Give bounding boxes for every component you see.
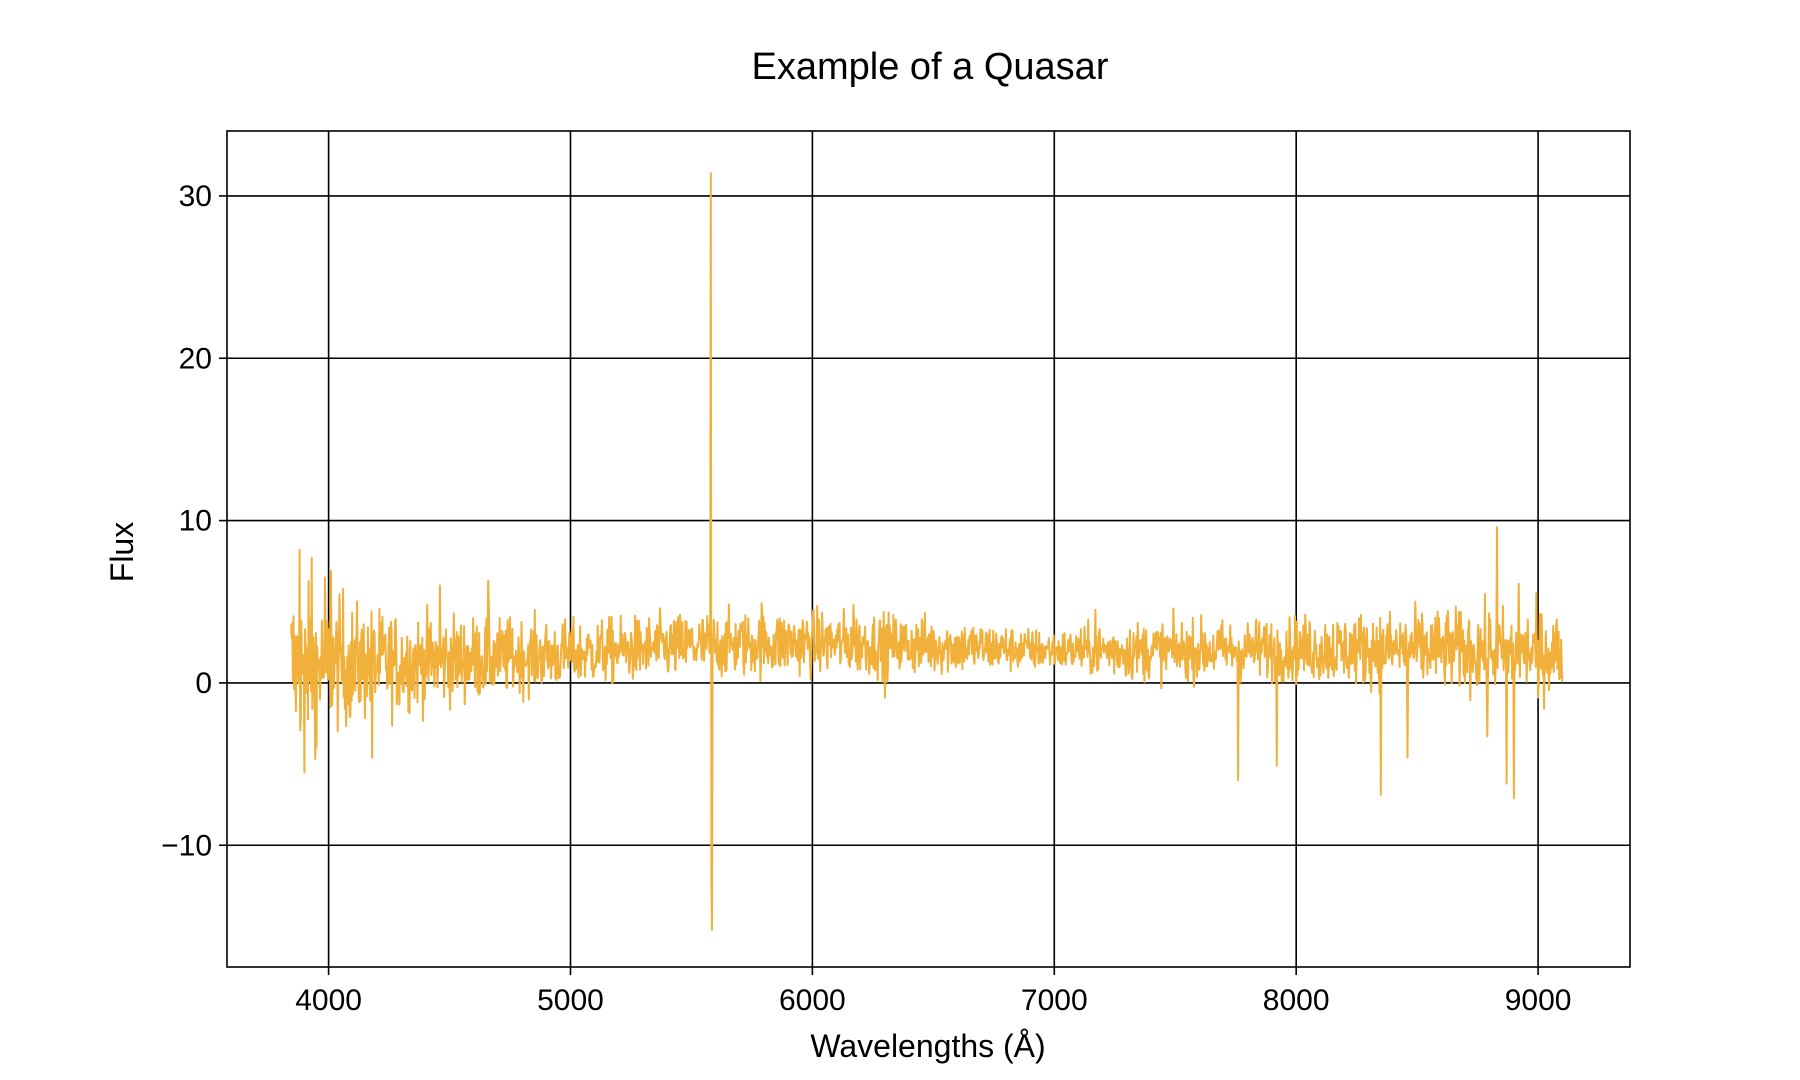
grid-lines (227, 131, 1630, 967)
y-tick-label: 20 (179, 342, 212, 375)
chart-title: Example of a Quasar (752, 46, 1109, 88)
y-tick-label: 10 (179, 505, 212, 538)
y-tick-label: 0 (195, 667, 212, 700)
y-tick-label: −10 (161, 829, 212, 862)
x-tick-label: 7000 (1021, 984, 1088, 1017)
x-tick-label: 8000 (1263, 984, 1330, 1017)
y-tick-label: 30 (179, 180, 212, 213)
tick-labels: 4000 5000 6000 7000 8000 9000 −10 0 10 20 30 (161, 180, 1571, 1017)
x-axis-label: Wavelengths (Å) (810, 1028, 1045, 1064)
x-tick-label: 5000 (537, 984, 604, 1017)
plot-area (290, 172, 1564, 931)
spectrum-line (290, 172, 1564, 931)
x-tick-label: 6000 (779, 984, 846, 1017)
axes-frame (226, 130, 1631, 968)
x-tick-label: 4000 (295, 984, 362, 1017)
y-axis-label: Flux (104, 522, 140, 582)
x-tick-label: 9000 (1505, 984, 1572, 1017)
